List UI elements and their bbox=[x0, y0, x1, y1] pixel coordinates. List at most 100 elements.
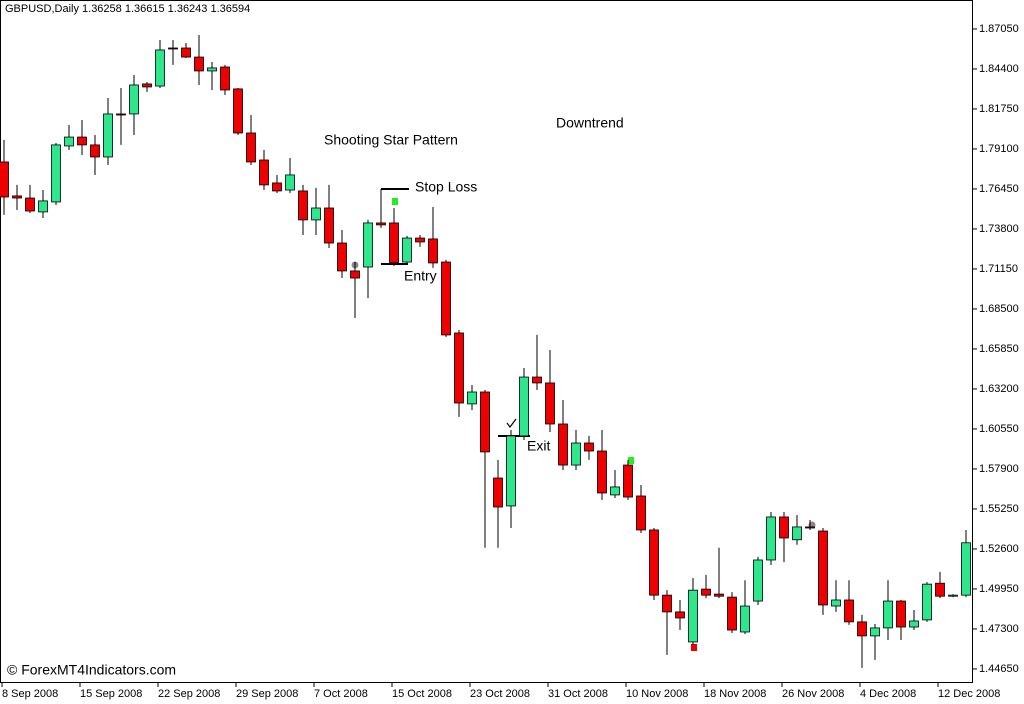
candle-body bbox=[870, 627, 880, 637]
annotation: Entry bbox=[404, 268, 437, 284]
candle-body bbox=[558, 423, 568, 466]
annotation: Stop Loss bbox=[415, 179, 477, 195]
candle-body bbox=[844, 599, 854, 623]
y-tick-label: 1.47300 bbox=[979, 623, 1019, 635]
candle-body bbox=[454, 332, 464, 404]
candle-body bbox=[792, 526, 802, 541]
candle-body bbox=[311, 207, 321, 221]
candle-body bbox=[597, 450, 607, 494]
candle-body bbox=[363, 222, 373, 268]
y-tick-label: 1.65850 bbox=[979, 343, 1019, 355]
candle-body bbox=[298, 190, 308, 221]
plot-frame bbox=[0, 0, 973, 683]
candle-body bbox=[740, 605, 750, 633]
candle-body bbox=[129, 84, 139, 115]
signal-marker bbox=[691, 644, 697, 651]
exit-check bbox=[506, 418, 517, 428]
x-tick-label: 7 Oct 2008 bbox=[314, 688, 368, 700]
candle-body bbox=[376, 222, 386, 226]
candle-body bbox=[51, 144, 61, 203]
candle-body bbox=[493, 477, 503, 508]
candle-body bbox=[636, 495, 646, 531]
candle-body bbox=[818, 530, 828, 606]
candle-body bbox=[246, 132, 256, 163]
x-tick-label: 31 Oct 2008 bbox=[548, 688, 608, 700]
candle-body bbox=[233, 88, 243, 134]
candle-body bbox=[220, 66, 230, 91]
y-tick-label: 1.84400 bbox=[979, 63, 1019, 75]
candle-body bbox=[38, 200, 48, 213]
annotation: Downtrend bbox=[556, 115, 624, 131]
candle-body bbox=[12, 195, 22, 199]
candle-body bbox=[350, 270, 360, 279]
candle-body bbox=[285, 174, 295, 191]
x-tick-label: 26 Nov 2008 bbox=[782, 688, 844, 700]
candle-body bbox=[103, 113, 113, 158]
y-tick-label: 1.55250 bbox=[979, 503, 1019, 515]
candle-body bbox=[389, 222, 399, 264]
candle-body bbox=[675, 611, 685, 619]
candle-body bbox=[623, 464, 633, 498]
y-tick-label: 1.73800 bbox=[979, 223, 1019, 235]
candle-body bbox=[181, 47, 191, 58]
y-tick-label: 1.71150 bbox=[979, 263, 1018, 275]
x-tick-label: 12 Dec 2008 bbox=[938, 688, 1000, 700]
candle-body bbox=[467, 391, 477, 405]
candle-body bbox=[922, 583, 932, 621]
annotation: Shooting Star Pattern bbox=[324, 132, 458, 148]
candle-body bbox=[688, 589, 698, 643]
y-tick-label: 1.87050 bbox=[979, 23, 1019, 35]
chart-title: GBPUSD,Daily 1.36258 1.36615 1.36243 1.3… bbox=[5, 3, 250, 15]
candle-body bbox=[961, 542, 971, 596]
candle-body bbox=[610, 486, 620, 496]
y-tick-label: 1.68500 bbox=[979, 303, 1019, 315]
candle-body bbox=[883, 600, 893, 629]
y-tick-label: 1.57900 bbox=[979, 463, 1019, 475]
x-tick-label: 15 Oct 2008 bbox=[392, 688, 452, 700]
candle-body bbox=[753, 559, 763, 602]
candle-body bbox=[77, 136, 87, 146]
x-tick-label: 22 Sep 2008 bbox=[158, 688, 220, 700]
candle-body bbox=[545, 382, 555, 425]
candle-body bbox=[259, 159, 269, 186]
y-tick-label: 1.81750 bbox=[979, 103, 1019, 115]
candle-body bbox=[662, 594, 672, 613]
candle-body bbox=[831, 599, 841, 607]
candle-body bbox=[25, 197, 35, 212]
candle-body bbox=[441, 261, 451, 336]
candle-body bbox=[948, 594, 958, 597]
candle-body bbox=[168, 47, 178, 50]
candle-body bbox=[857, 621, 867, 637]
signal-marker bbox=[628, 457, 634, 464]
candle-body bbox=[714, 593, 724, 597]
candle-body bbox=[935, 582, 945, 597]
candle-body bbox=[64, 136, 74, 147]
candle-body bbox=[571, 442, 581, 466]
candle-body bbox=[805, 526, 815, 529]
x-tick-label: 29 Sep 2008 bbox=[236, 688, 298, 700]
candle-body bbox=[519, 376, 529, 437]
candle-body bbox=[90, 144, 100, 158]
x-tick-label: 10 Nov 2008 bbox=[626, 688, 688, 700]
candle-body bbox=[584, 442, 594, 452]
candle-body bbox=[155, 49, 165, 87]
signal-marker bbox=[392, 198, 398, 205]
x-tick-label: 23 Oct 2008 bbox=[470, 688, 530, 700]
candle-body bbox=[272, 182, 282, 192]
candle-body bbox=[207, 67, 217, 72]
candle-body bbox=[727, 596, 737, 631]
candle-body bbox=[402, 237, 412, 263]
y-tick-label: 1.63200 bbox=[979, 383, 1019, 395]
y-tick-label: 1.44650 bbox=[979, 663, 1019, 675]
candle-body bbox=[506, 435, 516, 507]
candle-body bbox=[142, 83, 152, 88]
candle-body bbox=[428, 238, 438, 264]
candle-body bbox=[194, 56, 204, 72]
x-tick-label: 8 Sep 2008 bbox=[2, 688, 58, 700]
candle-body bbox=[415, 237, 425, 243]
y-tick-label: 1.79100 bbox=[979, 143, 1019, 155]
candle-body bbox=[649, 529, 659, 596]
x-tick-label: 18 Nov 2008 bbox=[704, 688, 766, 700]
